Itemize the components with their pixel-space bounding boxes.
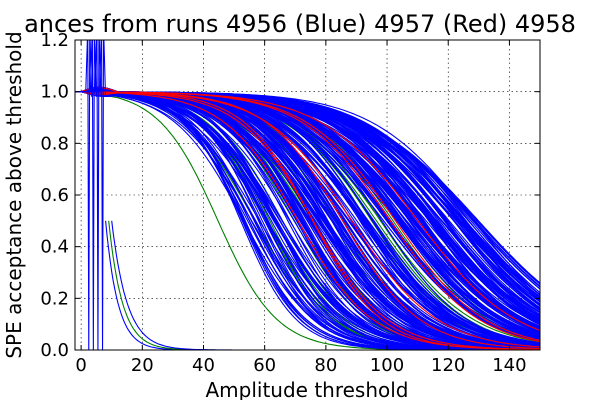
acceptance-curve-red [75,91,540,348]
ticks: 0 20 40 60 80 100 120 140 0.0 0.2 0.4 0.6 0.8 1.0 1.2 [40,30,540,376]
y-tick-label: 0.2 [40,288,69,309]
y-tick-label: 0.8 [40,133,69,154]
curves [75,40,540,350]
y-tick-label: 0.6 [40,185,69,206]
x-tick-label: 140 [492,355,526,376]
x-tick-label: 80 [314,355,337,376]
y-tick-label: 0.0 [40,340,69,361]
acceptance-curve-blue [75,91,540,350]
low-curve [108,220,265,350]
y-axis-label: SPE acceptance above threshold [2,31,26,358]
spike-curve [75,40,107,350]
x-axis-label: Amplitude threshold [205,378,408,400]
x-tick-label: 20 [131,355,154,376]
x-tick-label: 100 [370,355,404,376]
low-curve [111,220,265,350]
x-tick-label: 120 [431,355,465,376]
y-tick-label: 0.4 [40,237,69,258]
acceptance-curve-red [75,91,540,350]
chart-title: ances from runs 4956 (Blue) 4957 (Red) 4… [24,10,576,38]
spike-curve [75,40,93,350]
x-tick-label: 60 [253,355,276,376]
spike-curve [75,40,97,350]
y-tick-label: 1.0 [40,82,69,103]
x-tick-label: 40 [192,355,215,376]
low-curve [105,220,265,350]
acceptance-curve-red [75,91,540,341]
y-tick-label: 1.2 [40,30,69,51]
x-tick-label: 0 [75,355,86,376]
